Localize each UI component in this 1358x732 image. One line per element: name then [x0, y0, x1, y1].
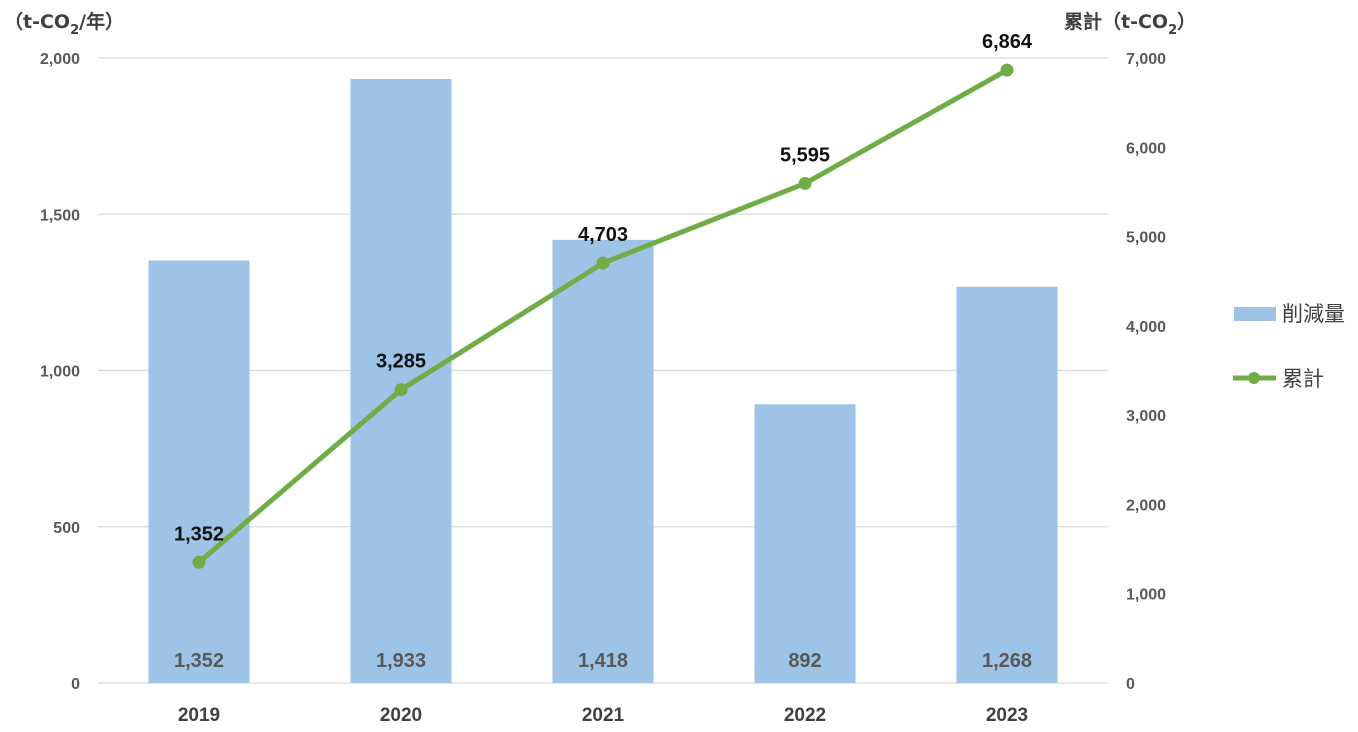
- line-value-label: 3,285: [376, 351, 426, 373]
- line-point: [192, 555, 206, 569]
- right-tick-label: 3,000: [1126, 408, 1166, 425]
- legend: 削減量 累計: [1233, 302, 1345, 391]
- data-labels: 1,352 1,933 1,418 892 1,268 1,352 3,285 4,703 5,…: [174, 31, 1033, 672]
- line-point: [1000, 63, 1014, 77]
- bar-value-label: 1,268: [982, 650, 1032, 672]
- bar-value-label: 892: [788, 650, 821, 672]
- bar: [148, 260, 250, 683]
- x-tick-label: 2019: [178, 705, 220, 726]
- line-value-label: 5,595: [780, 144, 830, 166]
- line-point: [596, 256, 610, 270]
- legend-bar-swatch: [1234, 307, 1276, 321]
- x-tick-label: 2020: [380, 705, 422, 726]
- right-axis-unit-label: 累計（t-CO2）: [1064, 10, 1196, 38]
- x-tick-label: 2021: [582, 705, 625, 726]
- left-tick-label: 2,000: [40, 51, 80, 68]
- line-value-label: 1,352: [174, 523, 224, 545]
- line-point: [394, 383, 408, 397]
- right-tick-label: 2,000: [1126, 497, 1166, 514]
- legend-line-marker: [1248, 372, 1260, 384]
- left-tick-label: 0: [71, 676, 80, 693]
- left-axis-ticks: 0 500 1,000 1,500 2,000: [40, 51, 80, 693]
- line-point: [798, 176, 812, 190]
- line-series: [192, 63, 1014, 569]
- right-tick-label: 7,000: [1126, 51, 1166, 68]
- x-tick-label: 2023: [986, 705, 1028, 726]
- bar-value-label: 1,418: [578, 650, 628, 672]
- right-tick-label: 1,000: [1126, 587, 1166, 604]
- bar: [552, 239, 654, 683]
- bar: [350, 78, 452, 683]
- legend-line-label: 累計: [1282, 367, 1324, 391]
- right-tick-label: 5,000: [1126, 230, 1166, 247]
- right-axis-ticks: 0 1,000 2,000 3,000 4,000 5,000 6,000 7,000: [1126, 51, 1166, 693]
- x-tick-label: 2022: [784, 705, 826, 726]
- left-tick-label: 1,500: [40, 207, 80, 224]
- bar-value-label: 1,352: [174, 650, 224, 672]
- right-tick-label: 0: [1126, 676, 1135, 693]
- left-tick-label: 1,000: [40, 364, 80, 381]
- bar-value-label: 1,933: [376, 650, 426, 672]
- x-axis-ticks: 2019 2020 2021 2022 2023: [178, 705, 1028, 726]
- legend-bar-label: 削減量: [1282, 302, 1345, 326]
- bar-series: [148, 78, 1058, 683]
- left-tick-label: 500: [53, 520, 80, 537]
- line-value-label: 4,703: [578, 224, 628, 246]
- line-value-label: 6,864: [982, 31, 1033, 53]
- bar: [956, 286, 1058, 683]
- bar: [754, 404, 856, 683]
- right-tick-label: 4,000: [1126, 319, 1166, 336]
- left-axis-unit-label: （t-CO2/年）: [4, 10, 124, 38]
- right-tick-label: 6,000: [1126, 140, 1166, 157]
